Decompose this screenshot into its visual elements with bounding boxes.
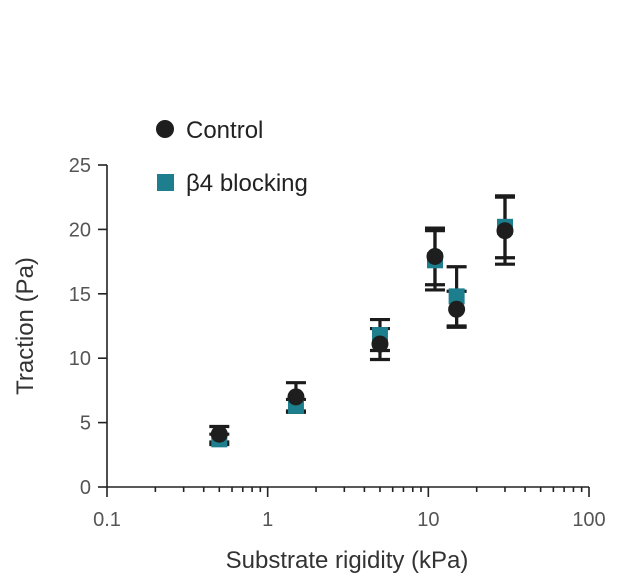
x-tick-label: 1	[262, 509, 273, 531]
y-tick-label: 0	[80, 477, 91, 499]
marker-beta4-blocking	[448, 288, 465, 305]
y-axis-label: Traction (Pa)	[12, 257, 39, 395]
y-tick-label: 15	[69, 284, 91, 306]
y-tick-label: 20	[69, 219, 91, 241]
y-tick-label: 25	[69, 155, 91, 177]
y-tick-label: 5	[80, 413, 91, 435]
legend: Control β4 blocking	[156, 117, 308, 197]
x-tick-label: 0.1	[93, 509, 121, 531]
marker-control	[210, 425, 228, 443]
error-bars	[209, 194, 515, 447]
x-tick-label: 10	[417, 509, 439, 531]
marker-control	[287, 388, 305, 406]
marker-control	[496, 222, 514, 240]
x-axis-label: Substrate rigidity (kPa)	[226, 547, 469, 574]
legend-label-control: Control	[186, 117, 263, 144]
legend-marker-beta4-blocking	[157, 174, 174, 191]
axes: 0 5 10 15 20 25 0.1 1 10 100	[69, 155, 606, 531]
marker-control	[371, 335, 389, 353]
data-markers	[210, 218, 514, 448]
x-tick-label: 100	[572, 509, 605, 531]
marker-control	[426, 247, 444, 265]
legend-marker-control	[156, 120, 174, 138]
marker-control	[448, 300, 466, 318]
legend-label-beta4-blocking: β4 blocking	[186, 170, 308, 197]
y-tick-label: 10	[69, 348, 91, 370]
